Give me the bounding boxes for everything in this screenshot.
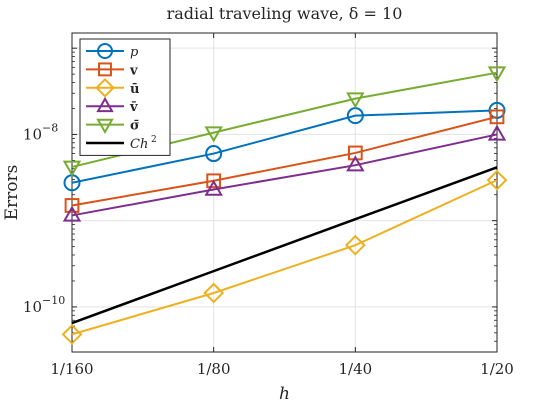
series-5 (71, 166, 498, 325)
data-point (62, 205, 82, 222)
plot-area (71, 32, 498, 353)
legend-item: ū (86, 77, 139, 98)
data-point (206, 173, 222, 189)
series-line (71, 109, 498, 184)
data-point (61, 323, 83, 345)
series-0 (63, 101, 506, 192)
legend-label-sup: 2 (151, 135, 157, 145)
series-line (71, 179, 498, 336)
y-tick-label-exponent: −8 (42, 121, 58, 134)
legend-item: p (86, 43, 139, 60)
series-line (71, 115, 498, 207)
series-line (71, 166, 498, 325)
legend-item: v̄ (86, 96, 138, 115)
data-point (64, 198, 80, 213)
chart-title: radial traveling wave, δ = 10 (167, 4, 403, 23)
data-point (488, 101, 506, 119)
data-point (346, 92, 365, 109)
data-point (205, 145, 223, 163)
legend-marker (96, 118, 114, 134)
y-tick-label: 10 (23, 298, 42, 316)
data-point (344, 234, 366, 256)
legend-item: Ch 2 (86, 135, 157, 152)
legend-marker (96, 96, 114, 113)
data-point (486, 169, 508, 191)
series-2 (61, 169, 508, 345)
y-tick-label-exponent: −10 (42, 294, 65, 307)
x-tick-label: 1/160 (50, 360, 93, 378)
data-point (487, 66, 507, 83)
legend-marker (97, 43, 113, 59)
data-point (346, 155, 365, 172)
legend-box (79, 38, 171, 156)
data-point (489, 109, 505, 125)
data-point (62, 160, 82, 177)
data-point (487, 124, 507, 141)
series-line (71, 133, 498, 217)
legend-marker (98, 62, 112, 77)
legend-label: p (130, 45, 139, 60)
legend-label: v (129, 63, 138, 78)
legend-item: σ̄ (86, 119, 140, 134)
x-tick-label: 1/20 (480, 360, 514, 378)
legend-item: v (86, 62, 138, 78)
y-tick-label-base: 10 (23, 125, 42, 143)
y-axis-label: Errors (2, 165, 22, 221)
x-axis-label: h (279, 384, 290, 404)
legend-label: σ̄ (130, 119, 140, 134)
y-tick-label-base: 10 (23, 298, 42, 316)
data-point (204, 179, 223, 196)
legend-label: ū (130, 82, 139, 97)
x-tick-label: 1/80 (197, 360, 231, 378)
data-point (204, 126, 223, 143)
legend-label: Ch (130, 137, 148, 152)
data-point (203, 282, 225, 304)
legend-marker (95, 77, 115, 98)
x-tick-label: 1/40 (338, 360, 372, 378)
y-tick-label: 10 (23, 125, 42, 143)
series-3 (62, 124, 507, 222)
legend-label: v̄ (129, 100, 138, 115)
